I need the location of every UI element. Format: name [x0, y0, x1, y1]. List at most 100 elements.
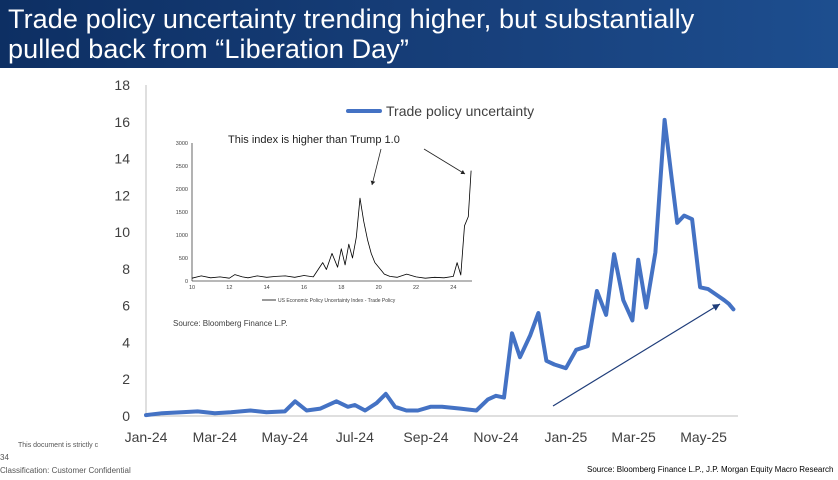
- inset-y-tick-label: 2000: [176, 187, 188, 193]
- inset-x-tick-label: 18: [338, 285, 344, 291]
- data-point: [196, 410, 199, 413]
- data-point: [715, 293, 718, 296]
- data-point: [612, 253, 616, 256]
- data-point: [375, 401, 378, 405]
- data-point: [698, 286, 702, 289]
- data-point: [283, 410, 286, 413]
- data-point: [645, 306, 648, 309]
- data-point: [384, 392, 387, 396]
- data-point: [654, 251, 657, 254]
- data-point: [180, 411, 183, 414]
- data-point: [440, 405, 444, 408]
- page-title-line-2: pulled back from “Liberation Day”: [8, 34, 409, 64]
- data-point: [429, 405, 432, 408]
- classification-label: Classification: Customer Confidential: [0, 466, 131, 475]
- x-tick-label: May-25: [680, 429, 727, 445]
- data-point: [510, 332, 514, 335]
- inset-y-tick-label: 3000: [176, 141, 188, 147]
- data-point: [353, 403, 356, 407]
- y-tick-label: 18: [114, 77, 130, 93]
- inset-y-tick-label: 0: [185, 279, 188, 285]
- data-point: [494, 394, 498, 397]
- data-point: [586, 344, 589, 348]
- x-tick-label: May-24: [261, 429, 308, 445]
- data-point: [265, 411, 268, 414]
- y-tick-label: 16: [114, 114, 130, 130]
- inset-x-tick-label: 10: [189, 285, 195, 291]
- title-banner: Trade policy uncertainty trending higher…: [0, 0, 838, 68]
- data-point: [502, 396, 506, 399]
- inset-y-tick-label: 2500: [176, 164, 188, 170]
- data-point: [518, 356, 522, 359]
- x-tick-label: Jul-24: [336, 429, 374, 445]
- data-point: [575, 348, 578, 351]
- inset-series-line: [191, 170, 472, 279]
- inset-x-tick-label: 22: [413, 285, 419, 291]
- data-point: [553, 363, 556, 366]
- inset-arrow-latest: [423, 148, 466, 175]
- data-point: [529, 333, 532, 337]
- data-point: [682, 214, 686, 217]
- data-point: [405, 409, 408, 412]
- x-tick-label: Mar-24: [193, 429, 238, 445]
- data-point: [229, 411, 233, 414]
- y-tick-label: 4: [122, 334, 130, 350]
- data-point: [144, 413, 148, 417]
- legend-label: Trade policy uncertainty: [386, 103, 534, 119]
- data-point: [537, 311, 540, 315]
- y-tick-label: 6: [122, 298, 130, 314]
- y-tick-label: 12: [114, 187, 130, 203]
- inset-x-tick-label: 16: [301, 285, 307, 291]
- inset-x-tick-label: 20: [376, 285, 382, 291]
- data-point: [631, 319, 634, 322]
- data-point: [707, 287, 710, 291]
- data-point: [393, 405, 397, 408]
- data-point: [335, 400, 338, 403]
- inset-x-tick-label: 24: [450, 285, 456, 291]
- inset-y-tick-label: 500: [179, 256, 188, 262]
- inset-source-label: Source: Bloomberg Finance L.P.: [173, 319, 288, 328]
- data-point: [305, 409, 308, 412]
- data-point: [723, 299, 726, 302]
- data-point: [676, 221, 679, 225]
- x-tick-label: Jan-24: [125, 429, 168, 445]
- data-point: [622, 299, 625, 302]
- page-number: 34: [0, 453, 9, 462]
- data-point: [564, 367, 568, 370]
- source-footnote: Source: Bloomberg Finance L.P., J.P. Mor…: [587, 465, 834, 474]
- series-line-trade-policy-uncertainty: [144, 117, 736, 418]
- data-point: [160, 412, 164, 415]
- y-tick-label: 8: [122, 261, 130, 277]
- data-point: [727, 302, 730, 305]
- trend-arrow: [552, 303, 721, 407]
- data-point: [486, 398, 490, 401]
- data-point: [459, 407, 462, 410]
- data-point: [595, 289, 599, 293]
- data-point: [663, 118, 666, 122]
- data-point: [690, 218, 694, 221]
- y-tick-label: 10: [114, 224, 130, 240]
- data-point: [293, 400, 297, 403]
- x-tick-label: Nov-24: [473, 429, 518, 445]
- x-tick-label: Sep-24: [403, 429, 448, 445]
- y-tick-label: 2: [122, 371, 130, 387]
- inset-x-tick-label: 14: [264, 285, 270, 291]
- data-point: [604, 313, 608, 317]
- data-point: [637, 258, 640, 261]
- data-point: [363, 409, 367, 412]
- data-point: [346, 405, 350, 408]
- data-point: [475, 409, 478, 412]
- inset-annotation-text: This index is higher than Trump 1.0: [228, 134, 400, 146]
- inset-legend-label: US Economic Policy Uncertainty Index - T…: [278, 298, 396, 304]
- inset-x-tick-label: 12: [226, 285, 232, 291]
- y-tick-label: 14: [114, 151, 130, 167]
- data-point: [670, 175, 673, 179]
- data-point: [732, 308, 735, 311]
- inset-y-tick-label: 1500: [176, 210, 188, 216]
- disclaimer-text: This document is strictly c: [18, 442, 99, 449]
- y-tick-label: 0: [122, 408, 130, 424]
- x-tick-label: Jan-25: [545, 429, 588, 445]
- data-point: [416, 409, 420, 412]
- data-point: [545, 359, 548, 362]
